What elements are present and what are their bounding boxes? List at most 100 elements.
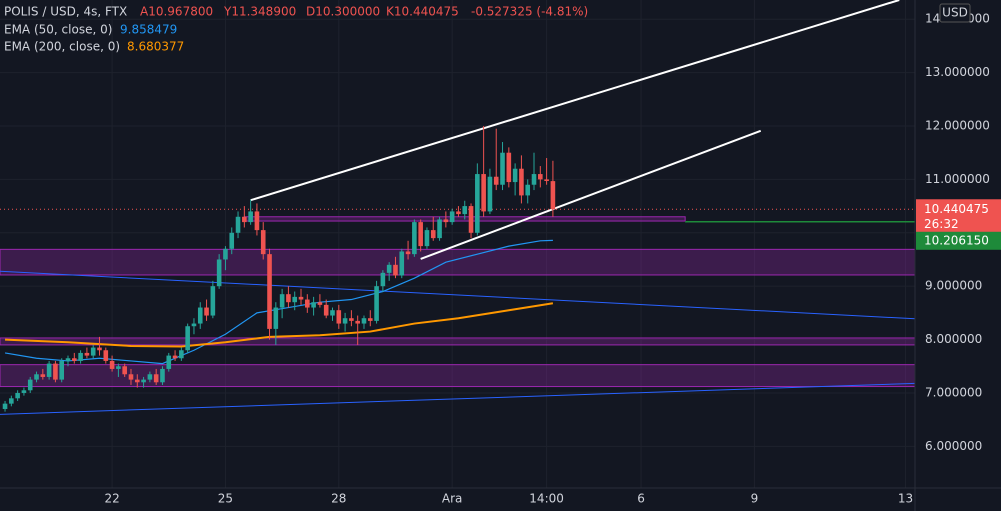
ohlc-low: D10.300000 bbox=[306, 5, 380, 19]
candle-body bbox=[374, 286, 379, 321]
candle-body bbox=[27, 379, 33, 391]
candle-body bbox=[462, 206, 468, 215]
candle-body bbox=[380, 272, 386, 287]
candle-body bbox=[405, 251, 411, 255]
candle-body bbox=[34, 374, 39, 380]
candle-body bbox=[468, 206, 474, 233]
candle-body bbox=[311, 302, 316, 308]
candle-body bbox=[386, 264, 392, 273]
candle-body bbox=[323, 304, 329, 316]
candle-body bbox=[519, 168, 524, 196]
candle-body bbox=[15, 392, 20, 399]
candle-body bbox=[525, 184, 531, 196]
y-tick-label: 8.000000 bbox=[925, 332, 982, 346]
candle-body bbox=[160, 368, 165, 383]
trendline bbox=[0, 382, 916, 415]
candle-body bbox=[2, 403, 8, 409]
candle-body bbox=[336, 310, 342, 324]
candle-body bbox=[317, 302, 323, 305]
candle-body bbox=[424, 230, 430, 247]
candle-body bbox=[330, 310, 335, 316]
x-tick-label: 9 bbox=[751, 492, 759, 506]
last-price-box bbox=[916, 199, 1001, 234]
candle-body bbox=[544, 179, 549, 181]
candle-body bbox=[493, 176, 499, 185]
candle-body bbox=[242, 216, 247, 223]
candle-body bbox=[116, 366, 121, 369]
candle-body bbox=[21, 390, 27, 393]
candle-body bbox=[128, 374, 134, 380]
ema-name: EMA (200, close, 0) bbox=[4, 40, 120, 54]
candle-body bbox=[84, 352, 90, 356]
candle-body bbox=[361, 318, 367, 324]
change: -0.527325 (-4.81%) bbox=[471, 5, 588, 19]
candle-body bbox=[506, 152, 512, 183]
candle-body bbox=[59, 360, 65, 380]
candle-body bbox=[9, 398, 14, 404]
candle-body bbox=[512, 168, 518, 183]
candle-body bbox=[481, 174, 486, 212]
candle-body bbox=[550, 181, 556, 210]
ema-value: 8.680377 bbox=[127, 40, 184, 54]
candle-body bbox=[418, 222, 423, 247]
candle-body bbox=[109, 360, 115, 369]
y-tick-label: 7.000000 bbox=[925, 385, 982, 399]
zone bbox=[0, 337, 916, 346]
x-tick-label: 25 bbox=[218, 492, 233, 506]
candle-body bbox=[53, 363, 58, 380]
candle-body bbox=[172, 355, 178, 359]
trendline bbox=[250, 0, 900, 202]
x-tick-label: Ara bbox=[442, 492, 463, 506]
candle-body bbox=[65, 358, 71, 361]
y-tick-label: 6.000000 bbox=[925, 439, 982, 453]
candle-body bbox=[267, 254, 272, 329]
candle-body bbox=[185, 326, 190, 351]
candle-body bbox=[216, 259, 222, 287]
candle-body bbox=[147, 374, 153, 380]
candle-body bbox=[355, 320, 360, 324]
x-tick-label: 22 bbox=[104, 492, 119, 506]
last-price-label: 10.440475 bbox=[924, 202, 989, 216]
countdown: 26:32 bbox=[924, 217, 959, 231]
y-tick-label: 12.000000 bbox=[925, 119, 990, 133]
candle-body bbox=[286, 294, 291, 303]
candle-body bbox=[197, 307, 203, 324]
candle-body bbox=[443, 219, 449, 223]
candle-body bbox=[254, 211, 260, 231]
candle-body bbox=[103, 350, 109, 361]
candle-body bbox=[260, 230, 266, 255]
candle-body bbox=[229, 232, 235, 249]
x-tick-label: 6 bbox=[637, 492, 645, 506]
candle-body bbox=[134, 379, 140, 383]
zone bbox=[0, 248, 916, 276]
candle-body bbox=[141, 379, 146, 383]
ohlc-open: A10.967800 bbox=[140, 5, 213, 19]
candle-body bbox=[179, 350, 184, 359]
candle-body bbox=[456, 211, 461, 215]
ohlc-high: Y11.348900 bbox=[223, 5, 296, 19]
candle-body bbox=[72, 358, 77, 361]
currency[interactable]: USD bbox=[942, 6, 968, 20]
candle-body bbox=[305, 299, 310, 308]
ema-line bbox=[4, 302, 554, 348]
candle-body bbox=[40, 374, 46, 377]
x-tick-label: 14:00 bbox=[529, 492, 564, 506]
currency-box[interactable] bbox=[939, 3, 971, 23]
y-tick-label: 13.000000 bbox=[925, 65, 990, 79]
candle-body bbox=[500, 152, 505, 185]
candle-body bbox=[538, 174, 543, 180]
candle-body bbox=[210, 286, 216, 316]
ohlc-close: K10.440475 bbox=[386, 5, 459, 19]
candle-body bbox=[349, 318, 354, 321]
candle-body bbox=[449, 211, 455, 223]
candle-body bbox=[430, 230, 436, 239]
candle-body bbox=[298, 296, 304, 300]
candle-body bbox=[248, 211, 253, 223]
candle-body bbox=[475, 174, 480, 233]
candle-body bbox=[166, 355, 172, 369]
x-tick-label: 13 bbox=[898, 492, 913, 506]
trendline bbox=[420, 129, 762, 260]
candle-body bbox=[235, 216, 241, 233]
